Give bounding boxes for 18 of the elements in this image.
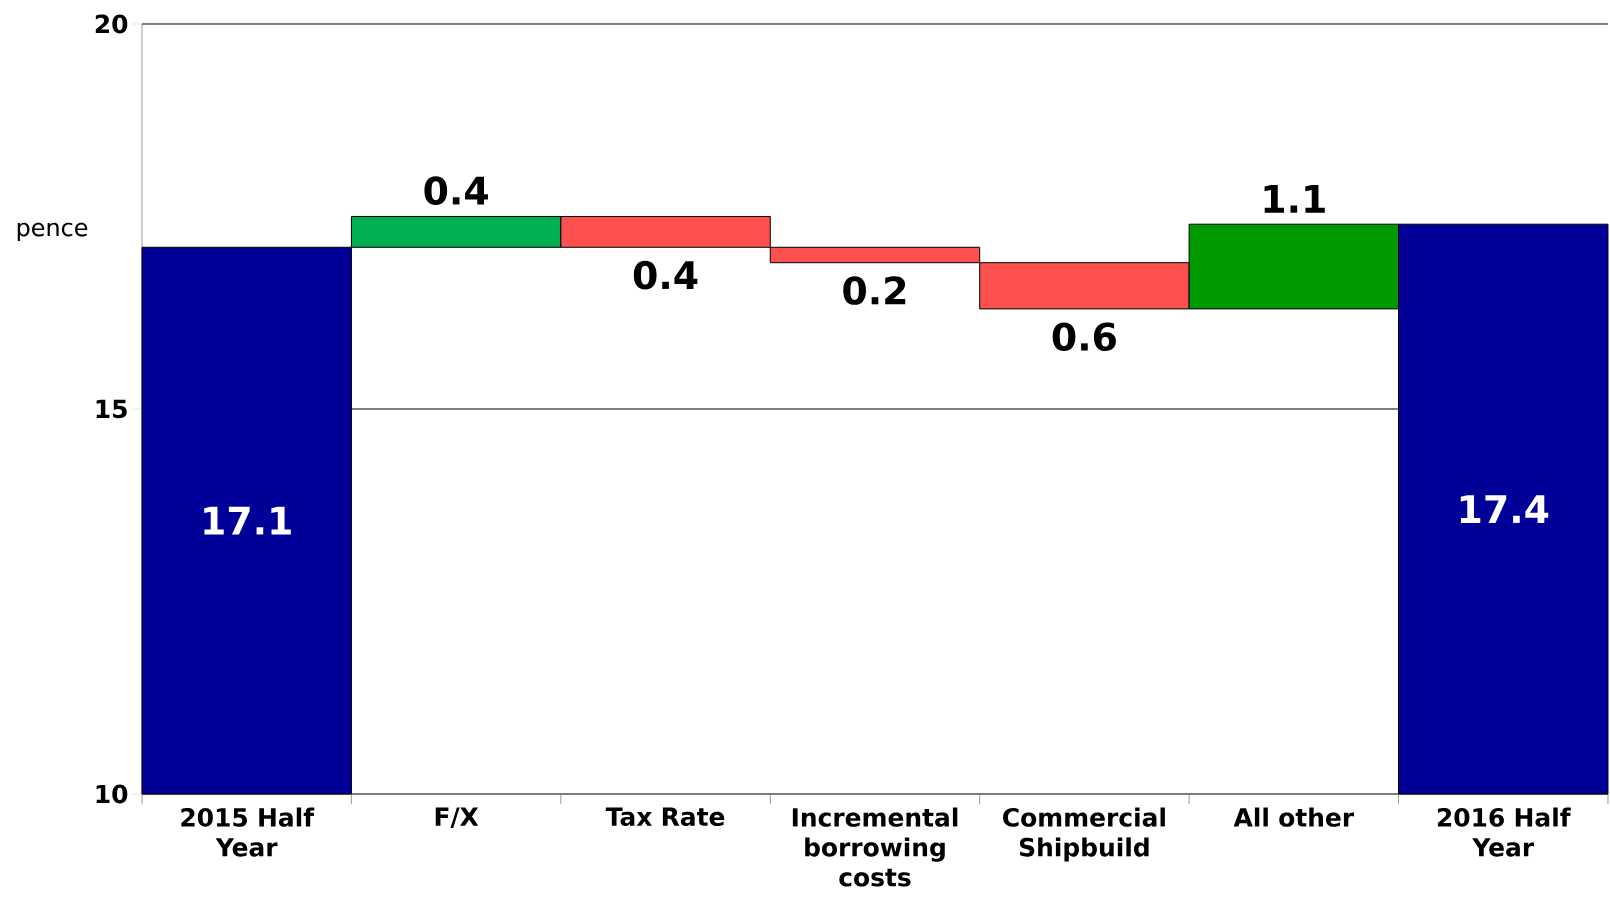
data-label: 0.6 <box>1052 322 1116 352</box>
x-tick-label: 2015 Half Year <box>181 807 315 857</box>
y-tick-label: 10 <box>96 784 128 804</box>
y-tick-label: 15 <box>96 399 127 419</box>
x-tick-label: Incremental borrowing costs <box>792 807 958 887</box>
data-label: 0.2 <box>843 276 906 305</box>
x-tick-label: F/X <box>435 807 479 828</box>
data-label: 17.4 <box>1460 495 1549 523</box>
y-axis-title: pence <box>17 222 88 242</box>
x-tick-label: All other <box>1233 807 1355 827</box>
data-label: 0.4 <box>424 176 488 205</box>
data-label: 0.4 <box>633 260 698 290</box>
y-tick-label: 20 <box>95 14 128 34</box>
x-tick-label: 2016 Half Year <box>1437 807 1571 857</box>
x-tick-label: Tax Rate <box>605 807 725 827</box>
data-label: 17.1 <box>204 506 291 535</box>
x-tick-label: Commercial Shipbuild <box>1003 807 1165 862</box>
data-label: 1.1 <box>1264 185 1325 213</box>
